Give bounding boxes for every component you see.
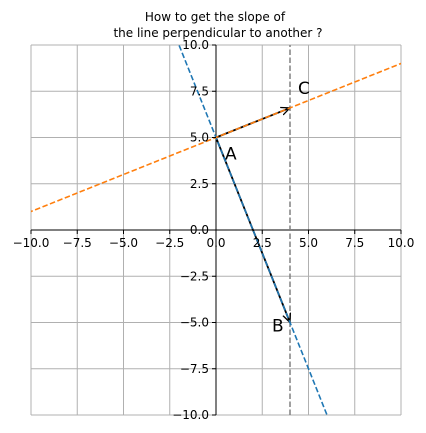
x-tick-label-2: −5.0 (109, 236, 138, 250)
y-tick-label-3: −2.5 (180, 269, 209, 283)
x-tick-label-4: 0.0 (206, 236, 225, 250)
point-label-c: C (298, 79, 310, 99)
chart-title-line-1: How to get the slope of (145, 10, 286, 24)
y-tick-label-8: 10.0 (182, 38, 209, 52)
x-tick-label-7: 7.5 (345, 236, 364, 250)
y-tick-label-2: −5.0 (180, 316, 209, 330)
x-tick-label-6: 5.0 (299, 236, 318, 250)
y-tick-label-7: 7.5 (190, 84, 209, 98)
point-label-b: B (272, 317, 284, 337)
x-tick-label-5: 2.5 (253, 236, 272, 250)
y-tick-label-4: 0.0 (190, 223, 209, 237)
point-label-a: A (225, 145, 237, 165)
tick-labels: −10.0 −7.5 −5.0 −2.5 0.0 2.5 5.0 7.5 10.0 −10.0 −7… (13, 38, 415, 422)
point-labels: A B C (225, 79, 310, 337)
chart-title-line-2: the line perpendicular to another ? (113, 26, 322, 40)
x-tick-label-3: −2.5 (155, 236, 184, 250)
y-tick-label-5: 2.5 (190, 177, 209, 191)
x-tick-label-1: −7.5 (63, 236, 92, 250)
x-tick-label-0: −10.0 (13, 236, 50, 250)
y-tick-label-1: −7.5 (180, 362, 209, 376)
y-tick-label-6: 5.0 (190, 131, 209, 145)
y-tick-label-0: −10.0 (172, 408, 209, 422)
x-tick-label-8: 10.0 (388, 236, 415, 250)
